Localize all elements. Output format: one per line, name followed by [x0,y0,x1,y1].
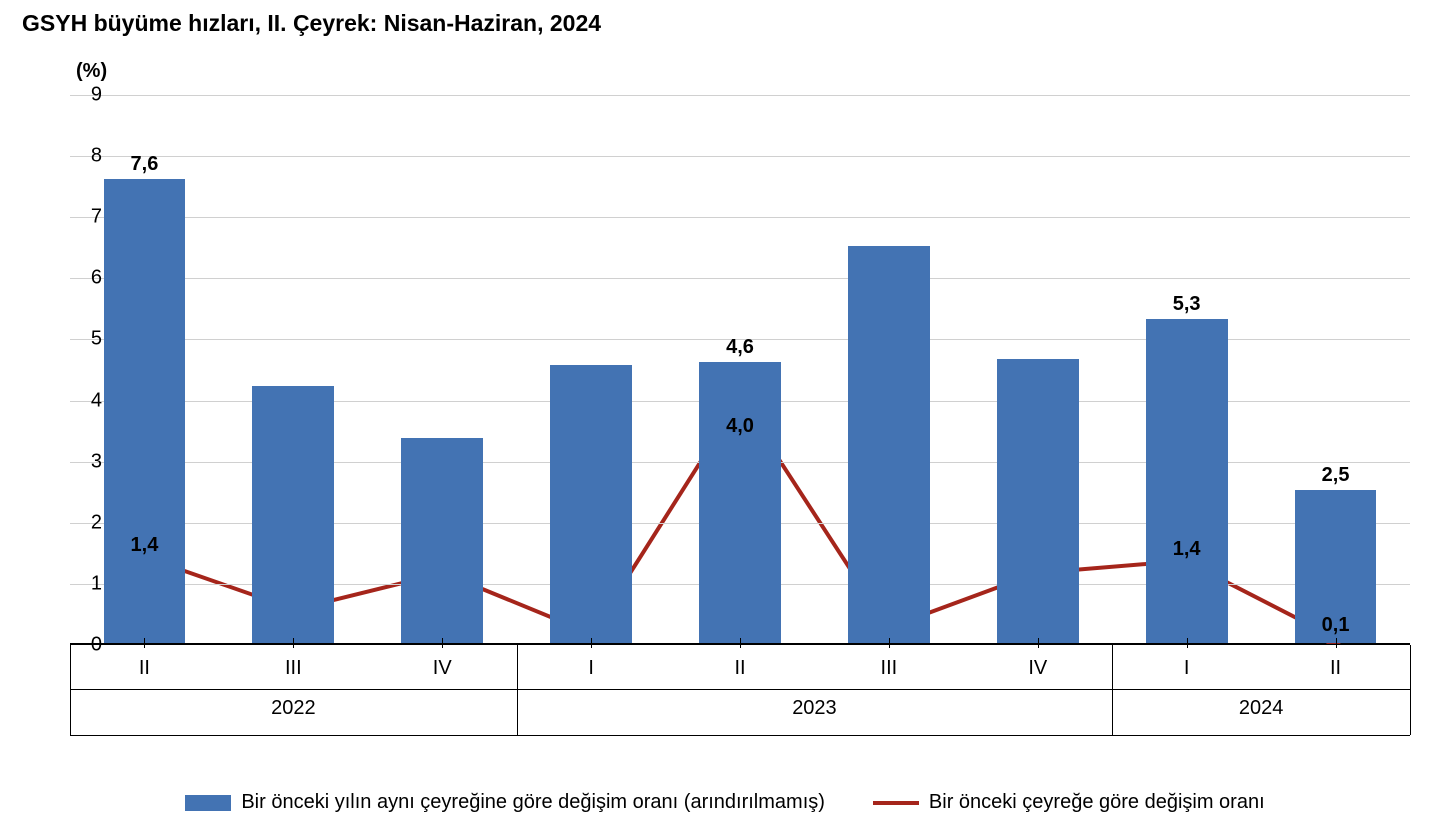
y-tick-label: 7 [91,206,102,229]
legend-item-line: Bir önceki çeyreğe göre değişim oranı [873,791,1265,814]
x-quarter-label: II [139,657,150,680]
bar-value-label: 5,3 [1173,293,1201,316]
x-axis-tick [1336,638,1337,648]
bar [252,386,334,643]
y-axis-unit: (%) [76,60,107,83]
bar-value-label: 7,6 [131,153,159,176]
line-value-label: 1,4 [1173,538,1201,561]
x-axis-tick [740,638,741,648]
y-tick-label: 8 [91,145,102,168]
x-axis-tick [1038,638,1039,648]
x-axis-mid-line [70,689,1410,690]
x-quarter-label: III [881,657,898,680]
x-year-label: 2022 [271,697,316,720]
y-tick-label: 6 [91,267,102,290]
line-value-label: 1,4 [131,534,159,557]
x-axis-tick [889,638,890,648]
x-group-separator [1410,645,1411,735]
grid-line [70,278,1410,279]
bar [401,438,483,643]
plot-area [70,95,1410,645]
x-axis-tick [1187,638,1188,648]
y-tick-label: 1 [91,572,102,595]
bar-value-label: 4,6 [726,336,754,359]
x-quarter-label: II [734,657,745,680]
legend-swatch-line-icon [873,801,919,805]
line-value-label: 0,1 [1322,614,1350,637]
bar-value-label: 2,5 [1322,464,1350,487]
x-group-separator [1112,645,1113,735]
chart-container: GSYH büyüme hızları, II. Çeyrek: Nisan-H… [0,0,1450,834]
legend-item-bar: Bir önceki yılın aynı çeyreğine göre değ… [185,791,825,814]
x-quarter-label: II [1330,657,1341,680]
bar [997,359,1079,643]
legend-line-label: Bir önceki çeyreğe göre değişim oranı [929,791,1265,814]
legend-bar-label: Bir önceki yılın aynı çeyreğine göre değ… [241,791,825,814]
bar [104,179,186,643]
x-axis-tick [591,638,592,648]
x-axis-tick [442,638,443,648]
grid-line [70,95,1410,96]
x-axis-tick [144,638,145,648]
x-year-label: 2024 [1239,697,1284,720]
y-tick-label: 9 [91,84,102,107]
x-quarter-label: I [1184,657,1190,680]
line-value-label: 4,0 [726,415,754,438]
legend: Bir önceki yılın aynı çeyreğine göre değ… [0,791,1450,814]
grid-line [70,156,1410,157]
x-group-separator [517,645,518,735]
y-tick-label: 4 [91,389,102,412]
chart-title: GSYH büyüme hızları, II. Çeyrek: Nisan-H… [22,10,601,37]
x-year-label: 2023 [792,697,837,720]
x-quarter-label: IV [433,657,452,680]
x-group-separator [70,645,71,735]
bar [848,246,930,643]
x-axis-group-baseline [70,735,1410,736]
y-tick-label: 0 [91,634,102,657]
bar [1146,319,1228,643]
y-tick-label: 5 [91,328,102,351]
grid-line [70,217,1410,218]
y-tick-label: 3 [91,450,102,473]
x-axis-tick [293,638,294,648]
x-quarter-label: IV [1028,657,1047,680]
bar [550,365,632,643]
x-quarter-label: I [588,657,594,680]
y-tick-label: 2 [91,511,102,534]
x-quarter-label: III [285,657,302,680]
legend-swatch-bar-icon [185,795,231,811]
bar [699,362,781,643]
